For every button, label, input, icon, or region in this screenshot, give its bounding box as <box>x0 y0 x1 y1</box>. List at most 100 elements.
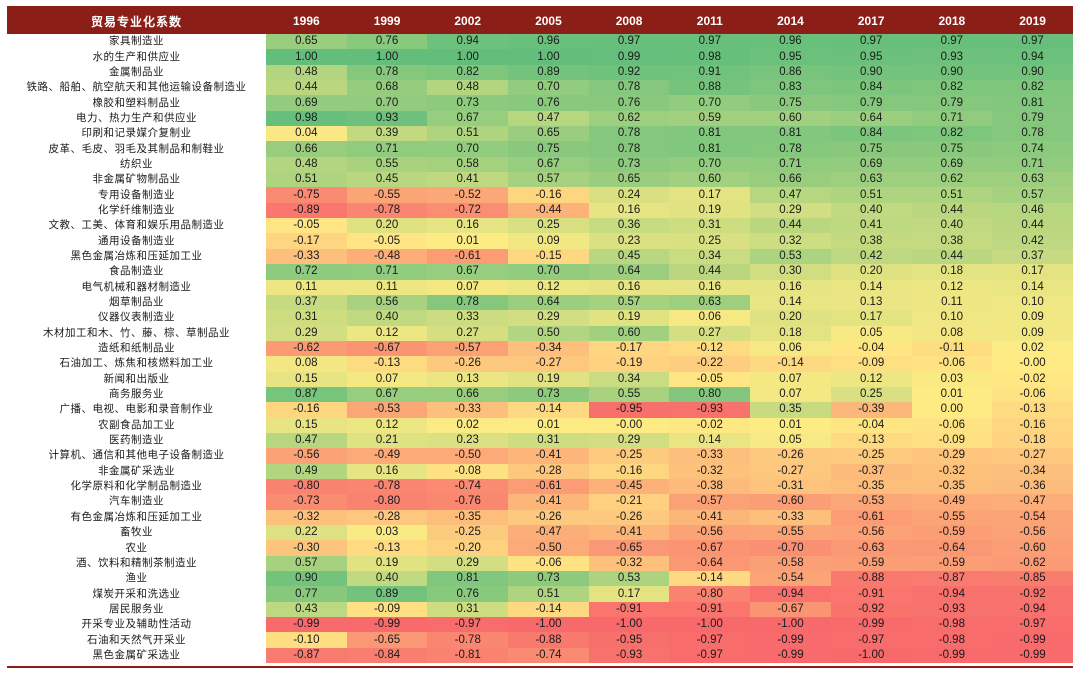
heatmap-cell: 0.78 <box>992 126 1073 142</box>
heatmap-cell: -0.89 <box>266 202 347 219</box>
heatmap-cell: -0.99 <box>750 632 831 648</box>
table-row: 畜牧业 0.22 0.03 -0.25 -0.47 -0.41 -0.56 -0.55 -0.5… <box>7 525 1073 541</box>
heatmap-cell: 0.89 <box>508 64 589 81</box>
heatmap-cell: 0.47 <box>750 187 831 203</box>
heatmap-cell: -0.78 <box>346 202 428 219</box>
heatmap-cell: -0.48 <box>346 248 428 265</box>
heatmap-cell: -0.05 <box>669 371 751 387</box>
heatmap-cell: 0.82 <box>992 80 1073 96</box>
heatmap-cell: -0.05 <box>346 233 428 249</box>
heatmap-cell: 0.92 <box>588 64 670 81</box>
heatmap-cell: 0.14 <box>992 279 1073 295</box>
heatmap-cell: -1.00 <box>669 617 751 633</box>
table-row: 通用设备制造业 -0.17 -0.05 0.01 0.09 0.23 0.25 0.32 0.3… <box>7 233 1073 249</box>
table-row: 化学原料和化学制品制造业 -0.80 -0.78 -0.74 -0.61 -0.45 -0.… <box>7 478 1073 495</box>
row-label: 石油和天然气开采业 <box>7 632 267 648</box>
heatmap-cell: -0.88 <box>508 632 589 648</box>
heatmap-cell: -0.80 <box>346 494 428 510</box>
row-label: 化学纤维制造业 <box>7 202 267 219</box>
heatmap-cell: 0.07 <box>427 279 509 295</box>
heatmap-cell: 0.01 <box>427 233 509 249</box>
trade-specialization-heatmap: 贸易专业化系数 1996 1999 2002 2005 2008 2011 2014 2017… <box>7 8 1073 664</box>
heatmap-cell: 0.67 <box>427 264 509 280</box>
heatmap-cell: 0.06 <box>669 310 751 326</box>
heatmap-cell: -0.81 <box>427 647 509 664</box>
heatmap-cell: 0.48 <box>427 80 509 96</box>
heatmap-cell: -0.09 <box>911 432 993 449</box>
heatmap-cell: -0.91 <box>588 601 670 618</box>
heatmap-cell: -0.34 <box>992 463 1073 479</box>
heatmap-cell: -0.00 <box>992 356 1073 372</box>
heatmap-cell: 0.21 <box>346 432 428 449</box>
heatmap-cell: -0.41 <box>669 509 751 525</box>
heatmap-cell: 0.69 <box>911 156 993 173</box>
heatmap-cell: 0.07 <box>750 386 831 403</box>
row-label: 电气机械和器材制造业 <box>7 279 267 295</box>
heatmap-cell: 0.33 <box>427 310 509 326</box>
heatmap-cell: -0.74 <box>508 647 589 664</box>
row-label: 仪器仪表制造业 <box>7 310 267 326</box>
heatmap-cell: -0.14 <box>750 356 831 372</box>
heatmap-cell: -0.61 <box>427 248 509 265</box>
heatmap-cell: -0.17 <box>588 340 670 357</box>
heatmap-cell: -0.65 <box>346 632 428 648</box>
heatmap-cell: 0.29 <box>427 555 509 572</box>
heatmap-cell: 0.98 <box>669 49 751 65</box>
heatmap-cell: 0.38 <box>830 233 912 249</box>
heatmap-cell: 0.57 <box>508 172 589 188</box>
heatmap-cell: 0.44 <box>750 218 831 234</box>
heatmap-cell: 0.80 <box>669 386 751 403</box>
heatmap-cell: 0.64 <box>830 110 912 127</box>
heatmap-cell: 0.13 <box>830 294 912 311</box>
heatmap-cell: -0.97 <box>669 647 751 664</box>
heatmap-cell: 0.81 <box>992 95 1073 111</box>
heatmap-cell: 0.11 <box>346 279 428 295</box>
row-label: 木材加工和木、竹、藤、棕、草制品业 <box>7 325 267 341</box>
row-label: 广播、电视、电影和录音制作业 <box>7 402 267 418</box>
heatmap-cell: -0.02 <box>992 371 1073 387</box>
heatmap-cell: 0.10 <box>992 294 1073 311</box>
heatmap-cell: 0.67 <box>346 386 428 403</box>
row-label: 化学原料和化学制品制造业 <box>7 478 267 495</box>
heatmap-cell: 0.51 <box>427 126 509 142</box>
heatmap-cell: -0.56 <box>830 525 912 541</box>
heatmap-cell: -0.61 <box>830 509 912 525</box>
heatmap-cell: 0.23 <box>427 432 509 449</box>
heatmap-cell: 0.09 <box>508 233 589 249</box>
heatmap-cell: 0.90 <box>266 571 347 587</box>
heatmap-cell: 0.44 <box>911 202 993 219</box>
heatmap-cell: 0.68 <box>346 80 428 96</box>
heatmap-cell: 0.78 <box>588 126 670 142</box>
heatmap-cell: -0.53 <box>346 402 428 418</box>
heatmap-cell: -0.95 <box>588 632 670 648</box>
heatmap-cell: -0.32 <box>266 509 347 525</box>
heatmap-cell: 0.31 <box>508 432 589 449</box>
heatmap-cell: 0.17 <box>588 586 670 602</box>
table-row: 专用设备制造业 -0.75 -0.55 -0.52 -0.16 0.24 0.17 0.47 0… <box>7 187 1073 203</box>
heatmap-cell: 0.37 <box>266 294 347 311</box>
heatmap-cell: 0.42 <box>830 248 912 265</box>
heatmap-cell: 0.05 <box>830 325 912 341</box>
heatmap-cell: 0.20 <box>830 264 912 280</box>
heatmap-cell: -0.72 <box>427 202 509 219</box>
table-row: 计算机、通信和其他电子设备制造业 -0.56 -0.49 -0.50 -0.41 -0.2… <box>7 448 1073 464</box>
heatmap-cell: 0.71 <box>346 141 428 157</box>
heatmap-cell: 0.05 <box>750 432 831 449</box>
table-row: 化学纤维制造业 -0.89 -0.78 -0.72 -0.44 0.16 0.19 0.29 0… <box>7 202 1073 219</box>
heatmap-cell: -0.06 <box>992 386 1073 403</box>
heatmap-cell: 0.93 <box>911 49 993 65</box>
heatmap-cell: -0.04 <box>830 340 912 357</box>
heatmap-cell: 0.07 <box>346 371 428 387</box>
heatmap-cell: -0.15 <box>508 248 589 265</box>
table-body: 家具制造业 0.65 0.76 0.94 0.96 0.97 0.97 0.96 0.97 0.9… <box>7 34 1073 664</box>
heatmap-cell: -0.41 <box>508 448 589 464</box>
table-row: 印刷和记录媒介复制业 0.04 0.39 0.51 0.65 0.78 0.81 0.81 0.… <box>7 126 1073 142</box>
heatmap-cell: 0.89 <box>346 586 428 602</box>
heatmap-cell: 0.71 <box>911 110 993 127</box>
heatmap-cell: -0.54 <box>750 571 831 587</box>
heatmap-cell: 0.13 <box>427 371 509 387</box>
row-label: 橡胶和塑料制品业 <box>7 95 267 111</box>
heatmap-cell: 0.87 <box>266 386 347 403</box>
table-row: 有色金属冶炼和压延加工业 -0.32 -0.28 -0.35 -0.26 -0.26 -0.… <box>7 509 1073 525</box>
heatmap-cell: 0.53 <box>588 571 670 587</box>
